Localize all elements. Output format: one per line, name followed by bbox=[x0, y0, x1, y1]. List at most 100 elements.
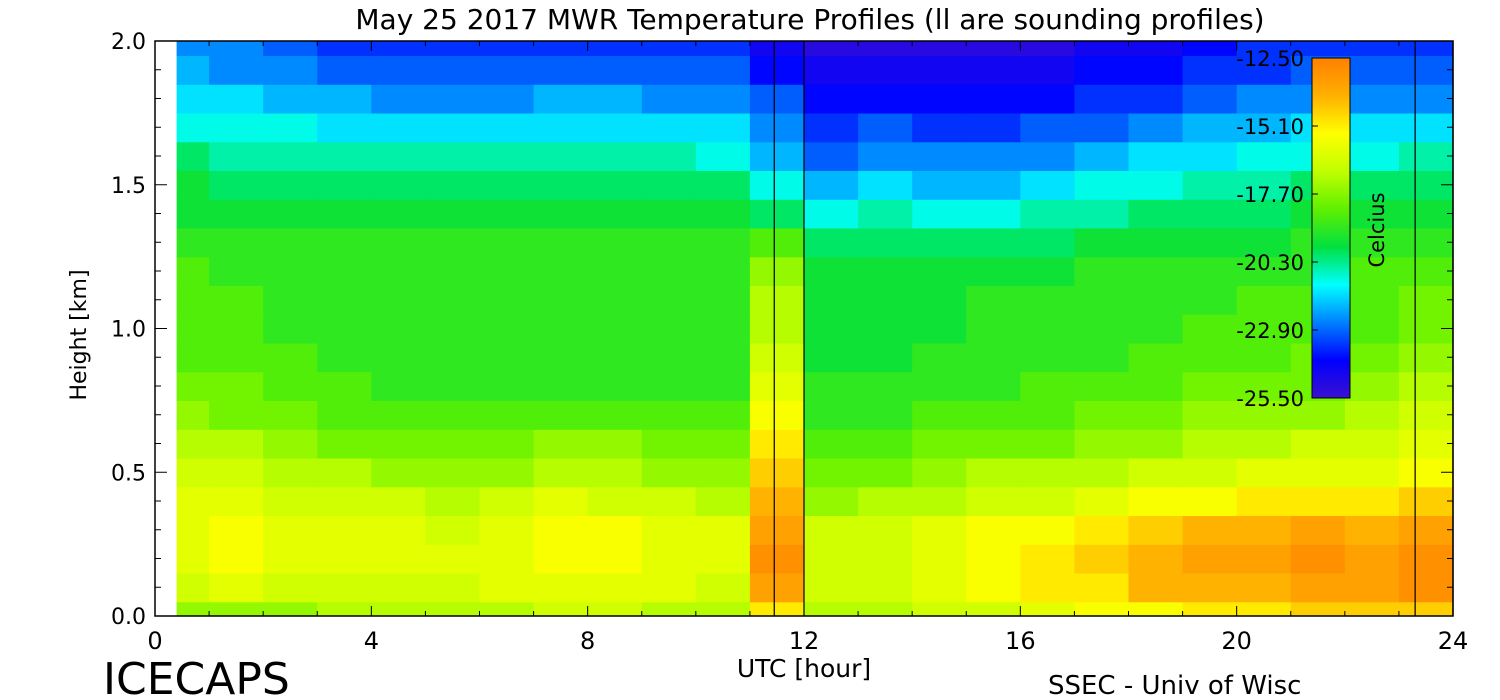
heatmap-cell bbox=[641, 41, 697, 56]
heatmap-cell bbox=[804, 55, 859, 85]
heatmap-cell bbox=[1182, 256, 1238, 286]
heatmap-cell bbox=[804, 112, 859, 143]
heatmap-cell bbox=[1074, 84, 1130, 114]
heatmap-cell bbox=[1020, 256, 1075, 286]
heatmap-cell bbox=[533, 544, 589, 574]
heatmap-cell bbox=[912, 601, 967, 616]
heatmap-cell bbox=[209, 55, 264, 85]
heatmap-cell bbox=[1182, 371, 1238, 401]
heatmap-cell bbox=[804, 285, 859, 315]
colorbar-tick-label: -25.50 bbox=[1236, 387, 1304, 411]
heatmap-cell bbox=[479, 486, 535, 516]
heatmap-cell bbox=[804, 227, 859, 258]
heatmap-cell bbox=[1128, 84, 1184, 114]
heatmap-cell bbox=[317, 572, 372, 603]
heatmap-cell bbox=[1182, 84, 1238, 114]
heatmap-cell bbox=[263, 486, 318, 516]
heatmap-cell bbox=[479, 285, 535, 315]
heatmap-cell bbox=[479, 572, 535, 603]
colorbar-tick-label: -15.10 bbox=[1236, 115, 1304, 139]
heatmap-cell bbox=[479, 544, 535, 574]
heatmap-cell bbox=[425, 429, 481, 459]
heatmap-cell bbox=[533, 457, 589, 488]
heatmap-cell bbox=[371, 515, 426, 545]
heatmap-cell bbox=[1344, 429, 1400, 459]
x-tick-label: 4 bbox=[364, 627, 379, 655]
colorbar-label: Celcius bbox=[1365, 192, 1389, 267]
heatmap-cell bbox=[533, 41, 589, 56]
heatmap-cell bbox=[858, 314, 913, 344]
heatmap-cell bbox=[966, 170, 1021, 200]
heatmap-cell bbox=[858, 429, 913, 459]
heatmap-cell bbox=[1344, 170, 1400, 200]
heatmap-cell bbox=[209, 601, 264, 616]
heatmap-cell bbox=[533, 314, 589, 344]
heatmap-cell bbox=[912, 141, 967, 171]
heatmap-cell bbox=[209, 572, 264, 603]
heatmap-cell bbox=[479, 170, 535, 200]
x-axis-label: UTC [hour] bbox=[737, 654, 871, 683]
heatmap-cell bbox=[533, 170, 589, 200]
heatmap-cell bbox=[912, 227, 967, 258]
heatmap-cell bbox=[1344, 572, 1400, 603]
y-tick-label: 2.0 bbox=[111, 30, 146, 55]
heatmap-cell bbox=[209, 486, 264, 516]
heatmap-cell bbox=[1182, 601, 1238, 616]
heatmap-cell bbox=[263, 400, 318, 430]
heatmap-cell bbox=[587, 227, 643, 258]
heatmap-cell bbox=[641, 227, 697, 258]
heatmap-cell bbox=[1182, 429, 1238, 459]
heatmap-cell bbox=[695, 227, 751, 258]
heatmap-cell bbox=[587, 285, 643, 315]
heatmap-cell bbox=[966, 84, 1021, 114]
heatmap-cell bbox=[858, 199, 913, 229]
heatmap-cell bbox=[1398, 41, 1453, 56]
heatmap-cell bbox=[209, 256, 264, 286]
heatmap-cell bbox=[1398, 486, 1453, 516]
heatmap-cell bbox=[966, 457, 1021, 488]
heatmap-cell bbox=[1074, 515, 1130, 545]
heatmap-cell bbox=[263, 256, 318, 286]
heatmap-cell bbox=[425, 572, 481, 603]
heatmap-cell bbox=[966, 314, 1021, 344]
heatmap-cell bbox=[912, 429, 967, 459]
heatmap-cell bbox=[1398, 112, 1453, 143]
heatmap-cell bbox=[695, 285, 751, 315]
heatmap-cell bbox=[1074, 371, 1130, 401]
heatmap-cell bbox=[1236, 141, 1292, 171]
heatmap-cell bbox=[1128, 601, 1184, 616]
heatmap-cell bbox=[1290, 400, 1346, 430]
heatmap-cell bbox=[1074, 256, 1130, 286]
heatmap-cell bbox=[1074, 285, 1130, 315]
heatmap-cell bbox=[587, 342, 643, 373]
colorbar-tick-label: -22.90 bbox=[1236, 319, 1304, 343]
heatmap-cell bbox=[1128, 112, 1184, 143]
heatmap-cell bbox=[1020, 342, 1075, 373]
heatmap-cell bbox=[641, 170, 697, 200]
heatmap-cell bbox=[1020, 170, 1075, 200]
heatmap-cell bbox=[176, 486, 210, 516]
y-axis: 0.0 0.5 1.0 1.5 2.0 bbox=[111, 30, 1453, 630]
heatmap-cell bbox=[371, 544, 426, 574]
heatmap-cell bbox=[479, 141, 535, 171]
heatmap-cell bbox=[425, 285, 481, 315]
heatmap-cell bbox=[695, 256, 751, 286]
heatmap-cell bbox=[479, 314, 535, 344]
heatmap-cell bbox=[804, 515, 859, 545]
heatmap-cell bbox=[1236, 84, 1292, 114]
heatmap-cell bbox=[1128, 486, 1184, 516]
heatmap-cell bbox=[1182, 227, 1238, 258]
heatmap-cell bbox=[749, 371, 805, 401]
heatmap-cell bbox=[317, 199, 372, 229]
heatmap-cell bbox=[1290, 515, 1346, 545]
heatmap-cell bbox=[804, 342, 859, 373]
heatmap-cell bbox=[371, 371, 426, 401]
heatmap-cell bbox=[1182, 400, 1238, 430]
chart-title: May 25 2017 MWR Temperature Profiles (ll… bbox=[355, 3, 1264, 36]
heatmap-cell bbox=[804, 486, 859, 516]
heatmap-cell bbox=[263, 314, 318, 344]
heatmap-cell bbox=[263, 342, 318, 373]
heatmap-cell bbox=[641, 429, 697, 459]
heatmap-cell bbox=[1344, 256, 1400, 286]
heatmap-cell bbox=[966, 601, 1021, 616]
